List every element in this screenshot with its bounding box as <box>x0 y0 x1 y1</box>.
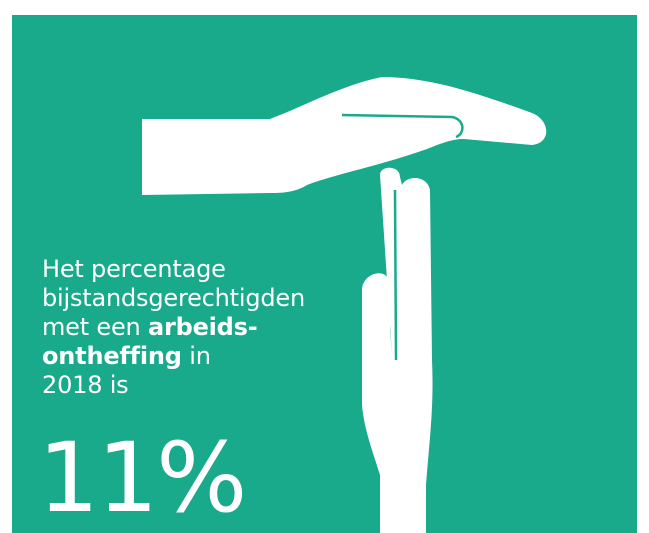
headline-line-1: Het percentage <box>42 255 226 283</box>
headline-line-4-suffix: in <box>181 342 211 370</box>
headline-bold-ontheffing: ontheffing <box>42 342 182 370</box>
horizontal-hand-thumb-line <box>341 113 464 139</box>
hands-time-out-icon <box>142 77 547 533</box>
infographic-card: Het percentage bijstandsgerechtigden met… <box>12 15 637 533</box>
percentage-value: 11% <box>38 422 247 533</box>
vertical-hand-finger-line <box>393 189 398 361</box>
headline-line-3: met een arbeids- <box>42 313 372 342</box>
horizontal-hand-shape <box>142 77 547 195</box>
headline-line-2: bijstandsgerechtigden <box>42 284 305 312</box>
vertical-hand-shape <box>362 167 433 533</box>
headline-line-4: ontheffing in <box>42 342 372 371</box>
headline-line-5: 2018 is <box>42 371 129 399</box>
headline-bold-arbeids: arbeids- <box>147 313 258 341</box>
headline-line-3-prefix: met een <box>42 313 148 341</box>
headline: Het percentage bijstandsgerechtigden met… <box>42 255 372 400</box>
